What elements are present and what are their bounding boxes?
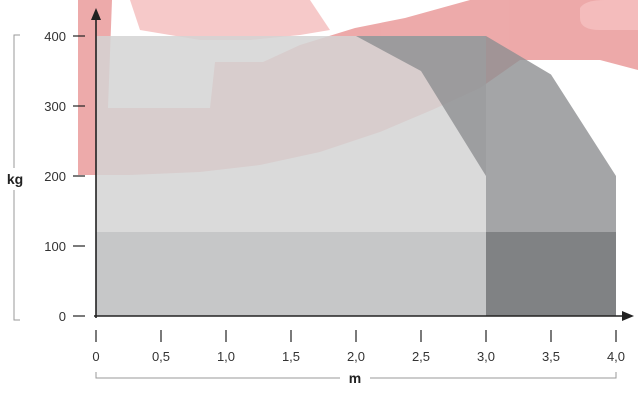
x-axis-label: m <box>349 370 361 386</box>
x-tick-label: 0,5 <box>152 349 170 364</box>
x-tick-label: 3,0 <box>477 349 495 364</box>
y-axis-ticks: 0 100 200 300 400 <box>44 29 85 324</box>
x-tick-label: 0 <box>92 349 99 364</box>
y-tick-label: 100 <box>44 239 66 254</box>
y-axis-label: kg <box>7 171 23 187</box>
y-axis-arrow <box>91 8 101 20</box>
x-tick-label: 2,0 <box>347 349 365 364</box>
x-tick-label: 2,5 <box>412 349 430 364</box>
x-tick-label: 3,5 <box>542 349 560 364</box>
x-axis-arrow <box>622 311 634 321</box>
x-tick-label: 4,0 <box>607 349 625 364</box>
y-tick-label: 300 <box>44 99 66 114</box>
x-axis-ticks: 0 0,5 1,0 1,5 2,0 2,5 3,0 3,5 4,0 <box>92 330 625 364</box>
y-tick-label: 0 <box>59 309 66 324</box>
region-low-band-extended <box>486 232 616 316</box>
load-regions <box>96 36 616 316</box>
y-tick-label: 400 <box>44 29 66 44</box>
y-tick-label: 200 <box>44 169 66 184</box>
x-axis-bracket: m <box>95 370 617 386</box>
region-low-band <box>96 232 486 316</box>
y-axis-bracket: kg <box>4 34 26 321</box>
x-tick-label: 1,5 <box>282 349 300 364</box>
axes <box>91 8 634 321</box>
x-tick-label: 1,0 <box>217 349 235 364</box>
